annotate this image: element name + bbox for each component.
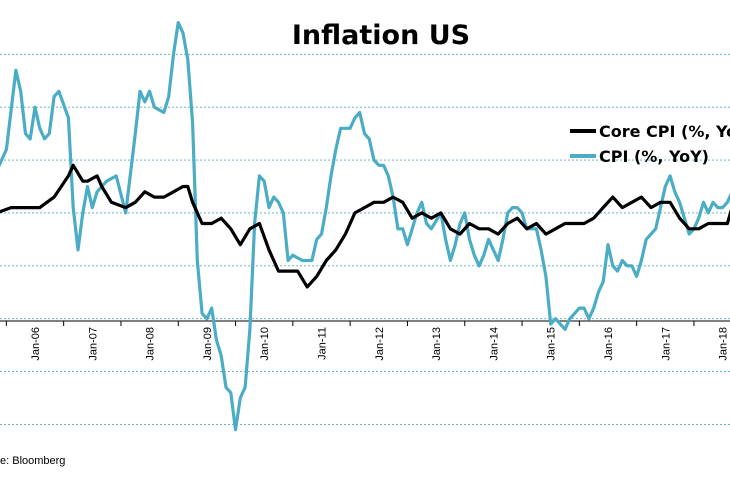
x-tick-label: Jan-14: [488, 327, 500, 361]
chart-title: Inflation US: [292, 20, 470, 51]
x-tick-label: Jan-11: [317, 327, 329, 360]
series-lines: [0, 21, 730, 432]
x-tick-label: Jan-17: [660, 327, 672, 361]
x-tick-label: Jan-16: [603, 327, 615, 361]
series-line-core-cpi: [0, 163, 730, 289]
x-tick-label: Jan-07: [87, 327, 99, 361]
legend-label: Core CPI (%, YoY): [599, 122, 730, 141]
x-tick-label: Jan-13: [431, 327, 443, 361]
gridlines: [0, 53, 730, 425]
legend-label: CPI (%, YoY): [599, 147, 709, 166]
x-tick-label: Jan-12: [374, 327, 386, 361]
x-tick-label: Jan-15: [546, 327, 558, 361]
x-tick-label: Jan-06: [30, 327, 42, 361]
series-line-cpi: [0, 21, 730, 432]
legend: Core CPI (%, YoY) CPI (%, YoY): [570, 122, 730, 166]
x-axis-ticks: Jan-06 Jan-07 Jan-08 Jan-09 Jan-10 Jan-11 Jan-…: [5, 321, 730, 361]
x-axis: Jan-06 Jan-07 Jan-08 Jan-09 Jan-10 Jan-11 Jan-…: [0, 320, 730, 361]
x-tick-label: Jan-08: [145, 327, 157, 361]
source-note: e: Bloomberg: [0, 455, 66, 467]
x-tick-label: Jan-09: [202, 327, 214, 361]
x-tick-label: Jan-18: [718, 327, 730, 361]
x-tick-label: Jan-10: [259, 327, 271, 361]
